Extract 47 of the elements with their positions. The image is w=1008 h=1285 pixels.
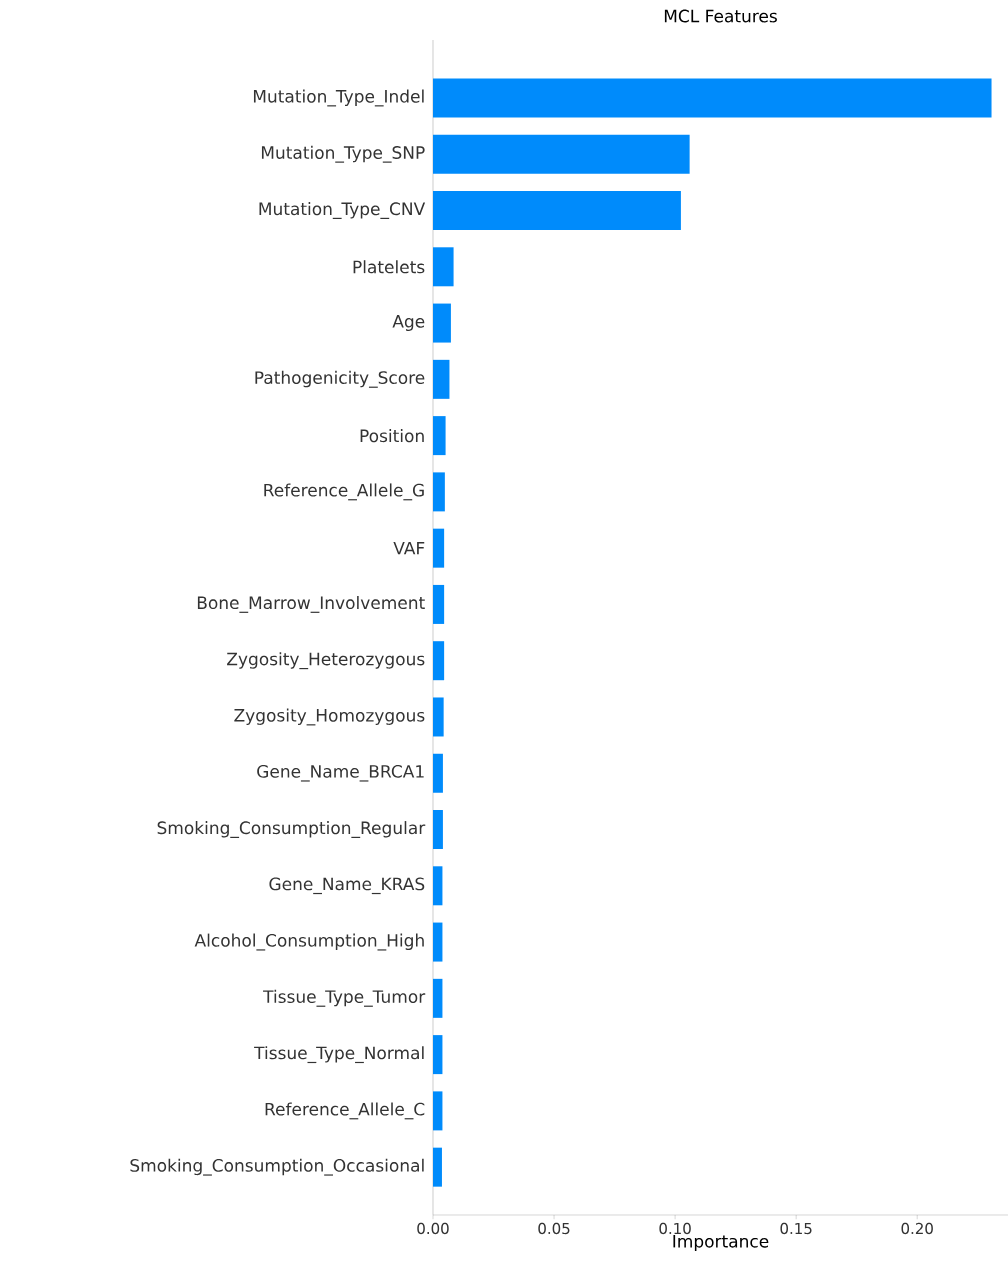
bar	[433, 810, 443, 850]
y-tick-label: Mutation_Type_CNV	[259, 202, 426, 219]
y-tick-label: Smoking_Consumption_Regular	[157, 821, 426, 838]
x-tick-label: 0.00	[417, 1222, 449, 1235]
bar	[433, 247, 454, 287]
y-tick-label: Bone_Marrow_Involvement	[197, 595, 425, 613]
y-tick-label: Platelets	[353, 260, 425, 274]
bar	[433, 978, 443, 1018]
bar	[433, 866, 443, 906]
bar	[433, 191, 681, 231]
bar	[433, 134, 690, 174]
bar	[433, 697, 444, 737]
x-tick-label: 0.15	[780, 1222, 812, 1235]
bar	[433, 472, 445, 512]
chart-title: MCL Features	[664, 9, 777, 23]
y-tick-label: VAF	[393, 541, 425, 555]
y-tick-label: Zygosity_Homozygous	[234, 708, 425, 726]
x-axis-title: Importance	[673, 1235, 769, 1251]
bar	[433, 78, 992, 118]
bar	[433, 528, 445, 568]
y-tick-label: Tissue_Type_Normal	[254, 1046, 424, 1064]
bar	[433, 1091, 443, 1131]
bar	[433, 1147, 442, 1187]
y-tick-label: Mutation_Type_Indel	[253, 89, 424, 107]
bar	[433, 641, 445, 681]
x-tick-label: 0.05	[538, 1222, 570, 1235]
y-tick-label: Gene_Name_KRAS	[269, 877, 425, 895]
bar	[433, 922, 443, 962]
y-tick-label: Pathogenicity_Score	[255, 370, 425, 388]
bar	[433, 584, 445, 624]
y-tick-label: Tissue_Type_Tumor	[263, 989, 426, 1007]
y-tick-label: Smoking_Consumption_Occasional	[130, 1158, 424, 1176]
bar	[433, 416, 446, 456]
bar	[433, 359, 450, 399]
y-tick-label: Reference_Allele_C	[265, 1102, 425, 1120]
y-tick-label: Mutation_Type_SNP	[261, 145, 425, 163]
x-tick-label: 0.20	[901, 1222, 933, 1235]
y-tick-label: Zygosity_Heterozygous	[227, 652, 425, 670]
bar	[433, 303, 451, 343]
y-tick-label: Alcohol_Consumption_High	[194, 933, 424, 951]
bar	[433, 753, 443, 793]
x-tick-label: 0.10	[659, 1222, 691, 1235]
y-tick-label: Gene_Name_BRCA1	[257, 764, 424, 782]
y-tick-label: Reference_Allele_G	[264, 483, 424, 501]
y-tick-label: Position	[360, 429, 424, 443]
y-tick-label: Age	[392, 315, 425, 332]
bar	[433, 1035, 443, 1075]
